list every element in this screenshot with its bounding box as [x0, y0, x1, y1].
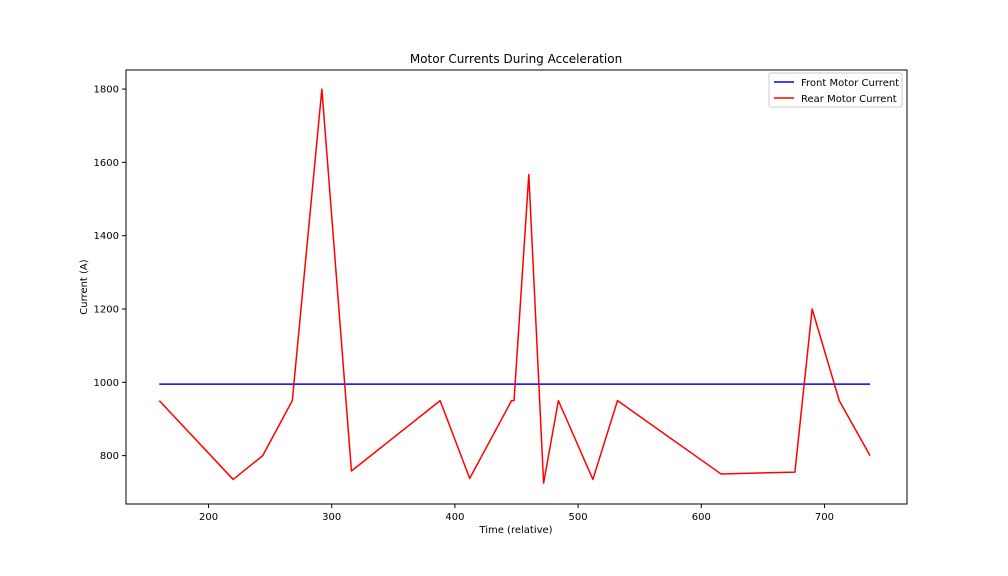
y-tick-label: 1200 [94, 304, 119, 315]
series-line-rear-motor-current [158, 88, 871, 484]
chart-title: Motor Currents During Acceleration [410, 52, 622, 66]
plot-frame [125, 69, 908, 505]
series-lines [158, 88, 871, 484]
y-axis-label: Current (A) [79, 259, 90, 314]
legend-label-front-motor-current: Front Motor Current [801, 78, 899, 89]
x-tick-label: 500 [569, 512, 588, 523]
y-tick-label: 800 [100, 451, 119, 462]
x-tick-label: 400 [445, 512, 464, 523]
y-tick-label: 1600 [94, 158, 119, 169]
axis-ticks: 200 300 400 500 600 700 800 1000 1200 1400 1600 180… [94, 85, 834, 523]
legend: Front Motor Current Rear Motor Current [768, 72, 903, 108]
legend-label-rear-motor-current: Rear Motor Current [801, 94, 897, 105]
y-tick-label: 1000 [94, 378, 119, 389]
plot-area [126, 70, 907, 504]
legend-box [768, 72, 903, 108]
y-tick-label: 1800 [94, 85, 119, 96]
x-tick-label: 600 [692, 512, 711, 523]
x-tick-label: 200 [199, 512, 218, 523]
x-tick-label: 700 [815, 512, 834, 523]
x-axis-label: Time (relative) [478, 525, 552, 536]
y-tick-label: 1400 [94, 231, 119, 242]
x-tick-label: 300 [322, 512, 341, 523]
